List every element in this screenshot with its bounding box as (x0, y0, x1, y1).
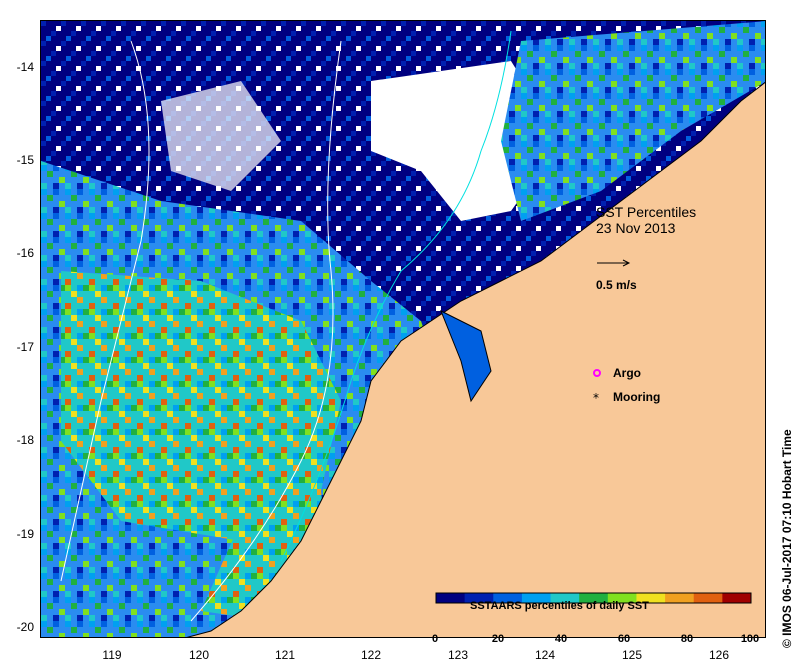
x-axis-tick-label: 126 (708, 648, 730, 662)
colorbar-tick-label: 100 (740, 633, 760, 645)
mooring-marker: * (593, 391, 599, 405)
bathymetry-contour (60, 40, 150, 582)
colorbar-border (435, 592, 752, 604)
colorbar-tick-label: 80 (680, 633, 694, 645)
colorbar-tick-label: 0 (431, 633, 439, 645)
y-axis-tick-label: -18 (16, 433, 34, 447)
map-date: 23 Nov 2013 (596, 220, 676, 236)
vector-scale-label: 0.5 m/s (596, 278, 637, 292)
bathymetry-contour (190, 40, 342, 622)
x-axis-tick-label: 124 (534, 648, 556, 662)
map-title: SST Percentiles (596, 204, 697, 220)
colorbar-tick-label: 20 (491, 633, 505, 645)
x-axis-tick-label: 125 (621, 648, 643, 662)
x-axis-tick-label: 120 (188, 648, 210, 662)
ocean-warm-region (501, 21, 765, 221)
x-axis-tick-label: 123 (447, 648, 469, 662)
colorbar-label: SSTAARS percentiles of daily SST (470, 600, 649, 612)
colorbar-swatch (579, 593, 609, 603)
legend-mooring-label: Mooring (613, 390, 661, 404)
x-axis-tick-label: 122 (360, 648, 382, 662)
y-axis-tick-label: -15 (16, 153, 34, 167)
ocean-warm-region (61, 271, 341, 541)
bathymetry-contour (280, 30, 512, 562)
map-panel: * (40, 20, 766, 638)
credit-text: © IMOS 06-Jul-2017 07:10 Hobart Time (780, 429, 794, 648)
argo-marker (593, 369, 601, 377)
colorbar-swatch (550, 593, 580, 603)
colorbar-swatch (665, 593, 695, 603)
colorbar (435, 592, 752, 604)
colorbar-swatch (722, 593, 752, 603)
gulf-water (440, 309, 492, 403)
colorbar-swatch (436, 593, 466, 603)
colorbar-swatch (607, 593, 637, 603)
legend-argo-label: Argo (613, 366, 641, 380)
sst-map: * (41, 21, 765, 637)
colorbar-swatch (464, 593, 494, 603)
x-axis-tick-label: 121 (274, 648, 296, 662)
y-axis-tick-label: -19 (16, 527, 34, 541)
y-axis-tick-label: -20 (16, 620, 34, 634)
colorbar-tick-label: 60 (617, 633, 631, 645)
y-axis-tick-label: -14 (16, 60, 34, 74)
colorbar-swatch (493, 593, 523, 603)
colorbar-swatch (521, 593, 552, 603)
y-axis-tick-label: -16 (16, 246, 34, 260)
x-axis-tick-label: 119 (102, 648, 122, 662)
vector-scale-arrowhead (622, 259, 631, 267)
colorbar-tick-label: 40 (554, 633, 568, 645)
colorbar-swatch (693, 593, 723, 603)
y-axis-tick-label: -17 (16, 340, 34, 354)
colorbar-swatch (636, 593, 666, 603)
cloud-gap (161, 81, 281, 191)
